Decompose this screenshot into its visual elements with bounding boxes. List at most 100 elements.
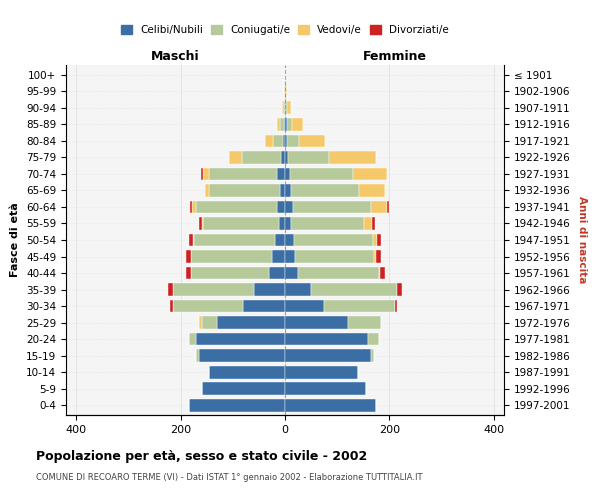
Bar — [287, 134, 299, 147]
Bar — [283, 102, 285, 114]
Bar — [285, 250, 295, 263]
Bar — [347, 316, 382, 329]
Bar — [285, 102, 287, 114]
Bar — [217, 316, 285, 329]
Bar — [285, 168, 290, 180]
Bar — [229, 151, 242, 164]
Bar — [186, 266, 191, 280]
Bar — [209, 168, 277, 180]
Bar — [287, 102, 291, 114]
Bar — [202, 316, 217, 329]
Bar — [353, 168, 386, 180]
Bar — [280, 184, 285, 197]
Bar — [269, 266, 285, 280]
Bar — [202, 217, 203, 230]
Text: COMUNE DI RECOARO TERME (VI) - Dati ISTAT 1° gennaio 2002 - Elaborazione TUTTITA: COMUNE DI RECOARO TERME (VI) - Dati ISTA… — [36, 472, 422, 482]
Bar — [285, 217, 291, 230]
Bar — [275, 234, 285, 246]
Bar — [277, 118, 280, 131]
Bar — [170, 300, 173, 312]
Bar — [285, 398, 376, 411]
Bar — [205, 184, 209, 197]
Bar — [280, 118, 284, 131]
Bar — [295, 250, 374, 263]
Bar — [209, 184, 280, 197]
Bar — [285, 266, 298, 280]
Bar — [364, 217, 372, 230]
Bar — [285, 300, 324, 312]
Bar — [196, 200, 277, 213]
Bar — [286, 85, 287, 98]
Bar — [329, 151, 376, 164]
Bar — [285, 184, 291, 197]
Bar — [192, 200, 196, 213]
Bar — [199, 217, 202, 230]
Bar — [279, 217, 285, 230]
Bar — [277, 168, 285, 180]
Bar — [200, 168, 203, 180]
Bar — [188, 332, 196, 345]
Text: Maschi: Maschi — [151, 50, 200, 63]
Bar — [285, 134, 287, 147]
Bar — [188, 398, 285, 411]
Bar — [242, 151, 281, 164]
Bar — [291, 217, 364, 230]
Bar — [199, 316, 202, 329]
Bar — [193, 234, 194, 246]
Bar — [373, 234, 377, 246]
Bar — [283, 134, 285, 147]
Bar — [371, 349, 374, 362]
Bar — [374, 250, 376, 263]
Bar — [287, 151, 329, 164]
Bar — [173, 300, 243, 312]
Bar — [285, 118, 287, 131]
Bar — [194, 234, 275, 246]
Legend: Celibi/Nubili, Coniugati/e, Vedovi/e, Divorziati/e: Celibi/Nubili, Coniugati/e, Vedovi/e, Di… — [117, 21, 453, 40]
Bar — [285, 316, 347, 329]
Bar — [397, 283, 403, 296]
Text: Popolazione per età, sesso e stato civile - 2002: Popolazione per età, sesso e stato civil… — [36, 450, 367, 463]
Bar — [295, 234, 373, 246]
Bar — [298, 266, 379, 280]
Bar — [167, 283, 173, 296]
Bar — [368, 332, 379, 345]
Bar — [196, 332, 285, 345]
Bar — [285, 151, 287, 164]
Bar — [285, 200, 293, 213]
Bar — [376, 250, 382, 263]
Bar — [188, 234, 193, 246]
Bar — [291, 184, 359, 197]
Bar — [203, 168, 209, 180]
Bar — [202, 382, 285, 395]
Bar — [372, 217, 374, 230]
Bar — [281, 151, 285, 164]
Bar — [293, 200, 371, 213]
Bar — [380, 266, 385, 280]
Bar — [379, 266, 380, 280]
Bar — [285, 366, 358, 378]
Bar — [272, 250, 285, 263]
Bar — [311, 283, 397, 296]
Bar — [265, 134, 273, 147]
Bar — [395, 300, 397, 312]
Bar — [191, 250, 272, 263]
Bar — [243, 300, 285, 312]
Bar — [290, 168, 353, 180]
Bar — [285, 283, 311, 296]
Bar — [359, 184, 385, 197]
Bar — [287, 118, 292, 131]
Y-axis label: Anni di nascita: Anni di nascita — [577, 196, 587, 284]
Bar — [209, 366, 285, 378]
Bar — [186, 250, 191, 263]
Bar — [292, 118, 303, 131]
Bar — [203, 217, 279, 230]
Bar — [371, 200, 386, 213]
Bar — [273, 134, 283, 147]
Bar — [324, 300, 395, 312]
Bar — [377, 234, 381, 246]
Bar — [196, 349, 199, 362]
Y-axis label: Fasce di età: Fasce di età — [10, 202, 20, 278]
Bar — [285, 349, 371, 362]
Bar — [254, 283, 285, 296]
Text: Femmine: Femmine — [362, 50, 427, 63]
